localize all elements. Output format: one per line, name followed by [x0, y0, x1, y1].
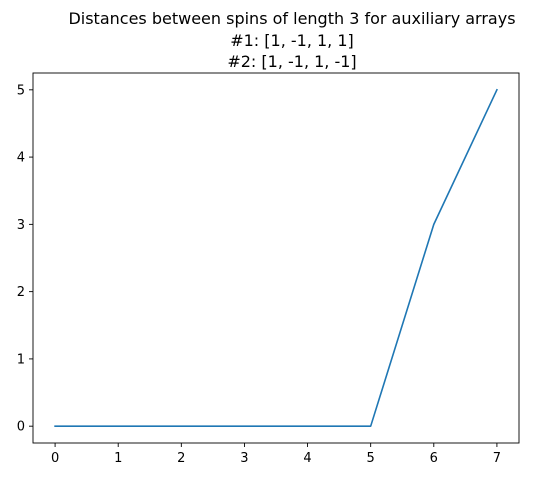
x-tick-label-1: 1	[114, 451, 122, 466]
chart-title-line-2: #1: [1, -1, 1, 1]	[230, 31, 354, 50]
x-tick-label-5: 5	[367, 451, 375, 466]
y-tick-label-4: 4	[17, 151, 25, 166]
x-tick-label-4: 4	[303, 451, 311, 466]
chart-title-line-1: Distances between spins of length 3 for …	[68, 9, 515, 28]
y-tick-label-1: 1	[17, 352, 25, 367]
x-tick-label-0: 0	[51, 451, 59, 466]
y-tick-label-5: 5	[17, 83, 25, 98]
chart-title: Distances between spins of length 3 for …	[68, 9, 515, 71]
x-tick-label-3: 3	[240, 451, 248, 466]
chart-title-line-3: #2: [1, -1, 1, -1]	[227, 52, 356, 71]
axes-frame	[32, 72, 520, 444]
series-line-0	[54, 88, 498, 427]
x-tick-label-6: 6	[430, 451, 438, 466]
y-tick-label-0: 0	[17, 420, 25, 435]
y-tick-label-3: 3	[17, 218, 25, 233]
x-tick-label-7: 7	[493, 451, 501, 466]
plot-area: 0 1 2 3 4 5 6 7 0 1 2 3 4 5	[17, 72, 520, 466]
y-tick-label-2: 2	[17, 285, 25, 300]
x-tick-label-2: 2	[177, 451, 185, 466]
